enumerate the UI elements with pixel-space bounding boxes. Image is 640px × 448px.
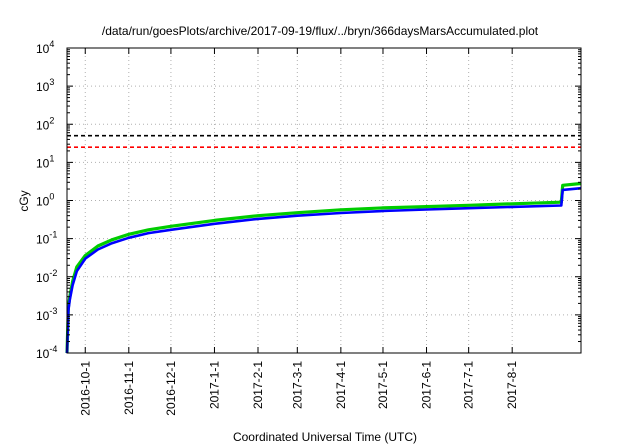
series-line xyxy=(65,186,582,354)
y-axis-label: cGy xyxy=(17,190,31,211)
y-tick-label: 102 xyxy=(36,115,54,132)
x-tick-label: 2017-4-1 xyxy=(334,361,348,409)
y-tick-label: 10-1 xyxy=(36,230,57,247)
chart-title: /data/run/goesPlots/archive/2017-09-19/f… xyxy=(102,24,539,38)
x-tick-label: 2017-5-1 xyxy=(376,361,390,409)
y-tick-label: 100 xyxy=(36,192,54,209)
y-tick-label: 101 xyxy=(36,153,54,170)
y-tick-label: 10-4 xyxy=(36,344,57,361)
y-axis: 10-4 10-3 10-2 10-1 100 101 102 103 104 xyxy=(36,39,581,361)
x-tick-label: 2016-11-1 xyxy=(122,361,136,415)
x-tick-label: 2017-2-1 xyxy=(251,361,265,409)
x-tick-label: 2017-3-1 xyxy=(290,361,304,409)
series-line xyxy=(65,181,582,354)
x-axis-label: Coordinated Universal Time (UTC) xyxy=(233,430,417,444)
y-tick-label: 104 xyxy=(36,39,54,56)
x-axis: 2016-10-1 2016-11-1 2016-12-1 2017-1-1 2017-… xyxy=(78,48,519,416)
reference-lines xyxy=(67,134,581,149)
x-tick-label: 2016-10-1 xyxy=(78,361,92,416)
x-tick-label: 2017-7-1 xyxy=(462,361,476,409)
x-tick-label: 2017-8-1 xyxy=(505,361,519,409)
grid xyxy=(67,48,581,353)
series-group xyxy=(65,181,582,354)
y-tick-label: 10-2 xyxy=(36,268,57,285)
y-tick-label: 10-3 xyxy=(36,306,57,323)
x-tick-label: 2016-12-1 xyxy=(164,361,178,416)
y-tick-label: 103 xyxy=(36,77,54,94)
x-tick-label: 2017-1-1 xyxy=(207,361,221,409)
x-tick-label: 2017-6-1 xyxy=(420,361,434,409)
